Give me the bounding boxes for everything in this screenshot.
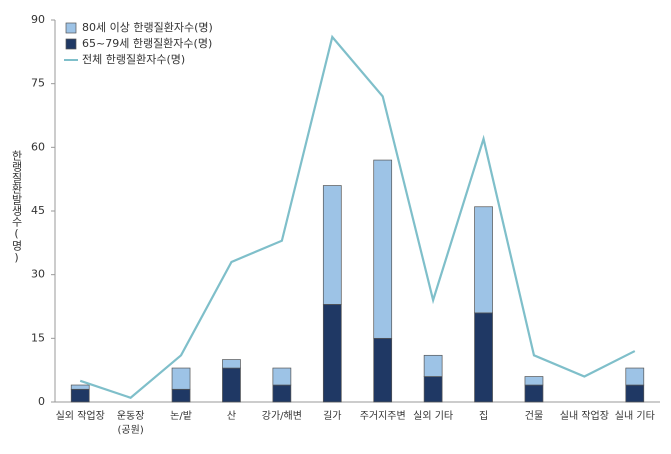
legend-label: 80세 이상 한랭질환자수(명): [82, 21, 213, 34]
x-tick-label: 실내 작업장: [560, 409, 609, 422]
bar-segment: [625, 367, 645, 386]
bar-segment: [524, 376, 544, 386]
y-tick-label: 0: [38, 395, 45, 408]
x-tick-label: 길가: [323, 409, 341, 422]
x-tick-label: 실외 기타: [413, 410, 453, 422]
bar-segment: [322, 304, 342, 403]
bar-segment: [171, 367, 191, 390]
bar-segment: [423, 376, 443, 403]
bar-segment: [272, 367, 292, 386]
bar-segment: [474, 312, 493, 403]
y-tick-label: 30: [31, 268, 45, 281]
bar-segment: [524, 384, 544, 403]
y-tick-label: 45: [31, 204, 45, 217]
x-tick-label: 산: [227, 410, 236, 422]
y-axis-label: 한랭질환발생수(명): [10, 150, 23, 264]
bar-segment: [272, 384, 292, 403]
x-tick-label: 실외 작업장: [56, 409, 105, 422]
bar-segment: [373, 159, 393, 339]
x-tick-label: 강가/해변: [262, 409, 302, 422]
y-tick-label: 75: [31, 77, 45, 90]
x-tick-label: 주거지주변: [360, 410, 406, 422]
x-tick-label: 건물: [525, 410, 543, 422]
legend-swatch: [65, 22, 77, 34]
x-tick-label: 논/밭: [170, 410, 192, 422]
bar-segment: [423, 354, 443, 377]
y-tick-label: 60: [31, 140, 45, 153]
bar-segment: [222, 367, 241, 403]
line-series: [79, 34, 636, 399]
bar-segment: [322, 185, 342, 305]
y-tick-label: 90: [31, 13, 45, 26]
x-tick-label: 집: [479, 410, 488, 422]
y-tick-label: 15: [31, 331, 45, 344]
bar-segment: [222, 359, 241, 369]
legend-swatch: [65, 38, 77, 50]
bar-segment: [474, 206, 493, 314]
bar-segment: [171, 388, 191, 403]
bar-segment: [70, 384, 90, 390]
bar-segment: [70, 388, 90, 403]
legend-label: 전체 한랭질환자수(명): [82, 53, 185, 66]
x-tick-label: 운동장 (공원): [117, 410, 145, 436]
x-tick-label: 실내 기타: [615, 410, 655, 422]
bar-segment: [373, 337, 393, 403]
bar-segment: [625, 384, 645, 403]
legend-label: 65~79세 한랭질환자수(명): [82, 37, 212, 50]
